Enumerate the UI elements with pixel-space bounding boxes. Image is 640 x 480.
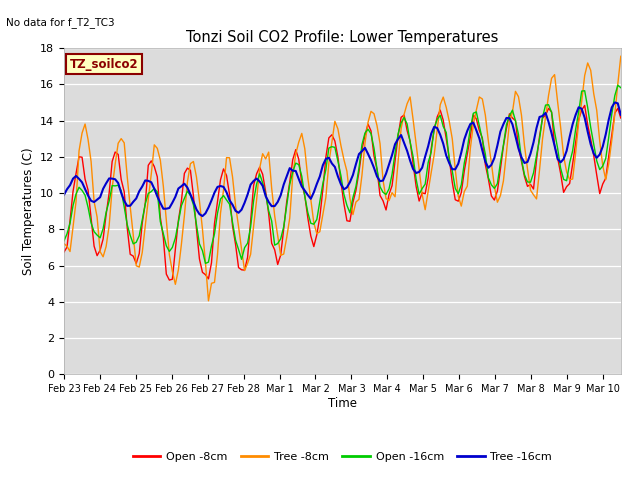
Legend: Open -8cm, Tree -8cm, Open -16cm, Tree -16cm: Open -8cm, Tree -8cm, Open -16cm, Tree -… [128,448,557,467]
Text: No data for f_T2_TC3: No data for f_T2_TC3 [6,17,115,28]
X-axis label: Time: Time [328,397,357,410]
Title: Tonzi Soil CO2 Profile: Lower Temperatures: Tonzi Soil CO2 Profile: Lower Temperatur… [186,30,499,46]
Text: TZ_soilco2: TZ_soilco2 [70,58,138,71]
Y-axis label: Soil Temperatures (C): Soil Temperatures (C) [22,147,35,275]
